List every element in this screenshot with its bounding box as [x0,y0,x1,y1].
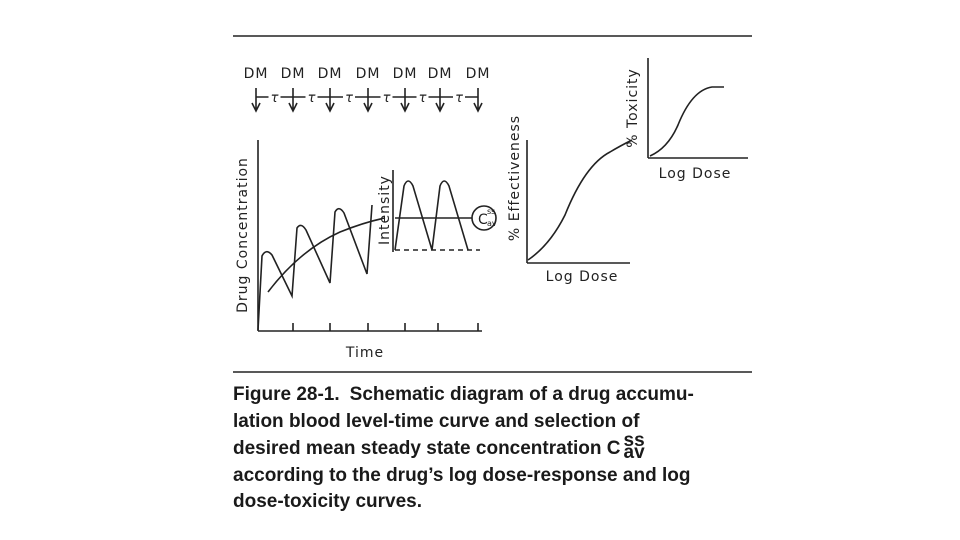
x-label: Log Dose [659,166,732,182]
interval-label: τ [455,91,463,106]
dose-label: DM [356,66,381,82]
toxicity-panel: % Toxicity Log Dose [625,58,748,182]
dose-label: DM [466,66,491,82]
response-curve [527,139,633,261]
dose-label: DM [318,66,343,82]
interval-label: τ [383,91,391,106]
dose-label: DM [281,66,306,82]
caption-line: lation blood level-time curve and select… [233,411,640,432]
average-curve [267,217,386,293]
caption-line: desired mean steady state concentration … [233,438,621,459]
dose-arrow [400,88,410,113]
dose-arrow [288,88,298,113]
dose-arrow [363,88,373,113]
dose-arrow [325,88,335,113]
interval-label: τ [308,91,316,106]
caption-line: dose-toxicity curves. [233,491,422,512]
caption-sup: ss [624,430,645,451]
dose-arrow [251,88,261,113]
caption-sub: av [624,442,646,463]
y-label: % Effectiveness [507,115,523,241]
dose-label: DM [244,66,269,82]
dose-arrow [473,88,483,113]
y-label: % Toxicity [625,68,641,148]
interval-label: τ [419,91,427,106]
ticks [292,323,479,331]
y-label: Drug Concentration [235,157,251,313]
caption: Figure 28-1. Schematic diagram of a drug… [233,384,694,512]
interval-label: τ [271,91,279,106]
x-label: Time [345,345,384,361]
concentration-panel: C ss av Drug Concentration Time Intensit… [235,140,497,361]
caption-label: Figure 28-1. [233,384,340,405]
css-sub: av [487,219,497,228]
interval-label: τ [345,91,353,106]
dose-arrow [435,88,445,113]
x-label: Log Dose [546,269,619,285]
inset-curve [394,180,469,251]
effectiveness-panel: % Effectiveness Log Dose [507,115,633,285]
caption-line: Schematic diagram of a drug accumu- [350,384,694,405]
css-symbol: C [478,212,488,228]
inset-y-label: Intensity [377,175,393,245]
caption-line: according to the drug’s log dose-respons… [233,465,690,486]
toxicity-curve [649,86,724,157]
css-sup: ss [487,207,495,216]
dosing: DM DM DM DM DM DM DMτ τ τ τ τ τ [244,66,491,113]
css-circle [471,205,497,231]
dose-label: DM [393,66,418,82]
sawtooth-curve [257,204,373,331]
dose-label: DM [428,66,453,82]
